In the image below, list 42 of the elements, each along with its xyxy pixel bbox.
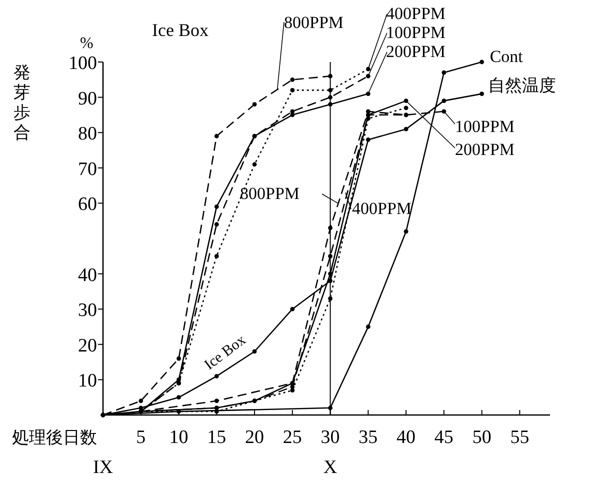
x-tick-label: 50 (472, 427, 492, 448)
y-tick-label: 20 (78, 335, 97, 356)
annotation: 200PPM (386, 42, 446, 61)
annotation: 800PPM (240, 184, 338, 204)
y-tick-label: 80 (78, 124, 97, 145)
annotation: Cont (490, 47, 523, 66)
x-tick-label: 45 (434, 427, 454, 448)
y-axis-title: 発芽歩合 (14, 63, 30, 142)
y-tick-label: 40 (78, 264, 97, 286)
y-tick-label: 60 (78, 194, 97, 216)
x-tick-label: 20 (245, 427, 264, 448)
annotation: 800PPM (284, 13, 344, 32)
y-tick-label: 10 (78, 370, 97, 392)
y-tick-label: 100 (68, 53, 97, 74)
annotation: 100PPM (455, 117, 515, 136)
annotation: Ice Box (152, 20, 208, 40)
annotation: Ice Box (202, 332, 249, 374)
annotation: 400PPM (352, 199, 412, 218)
annotation: IX (92, 457, 114, 478)
x-tick-label: 10 (169, 427, 188, 448)
y-tick-label: 30 (78, 300, 97, 322)
x-tick-label: 15 (207, 427, 226, 448)
x-tick-label: 35 (358, 427, 378, 448)
annotation: 200PPM (455, 140, 515, 159)
annotation: 400PPM (345, 192, 412, 218)
annotation: 100PPM (386, 23, 446, 42)
annotation: X (323, 457, 338, 478)
x-tick-label: 55 (510, 427, 530, 448)
annotation: 800PPM (276, 13, 344, 91)
annotation: 200PPM (368, 42, 446, 94)
y-tick-label: 90 (78, 88, 97, 110)
annotation: 400PPM (386, 4, 446, 23)
x-tick-label: 40 (396, 427, 416, 448)
annotation: % (80, 35, 94, 52)
x-tick-label: 5 (136, 427, 146, 448)
y-tick-label: 70 (78, 158, 97, 180)
x-tick-label: 25 (282, 427, 302, 448)
annotation: 100PPM (444, 111, 515, 136)
x-tick-label: 30 (320, 427, 340, 448)
x-axis-title: 処理後日数 (12, 428, 97, 447)
annotation: 800PPM (240, 184, 300, 203)
annotation: 自然温度 (488, 76, 556, 95)
